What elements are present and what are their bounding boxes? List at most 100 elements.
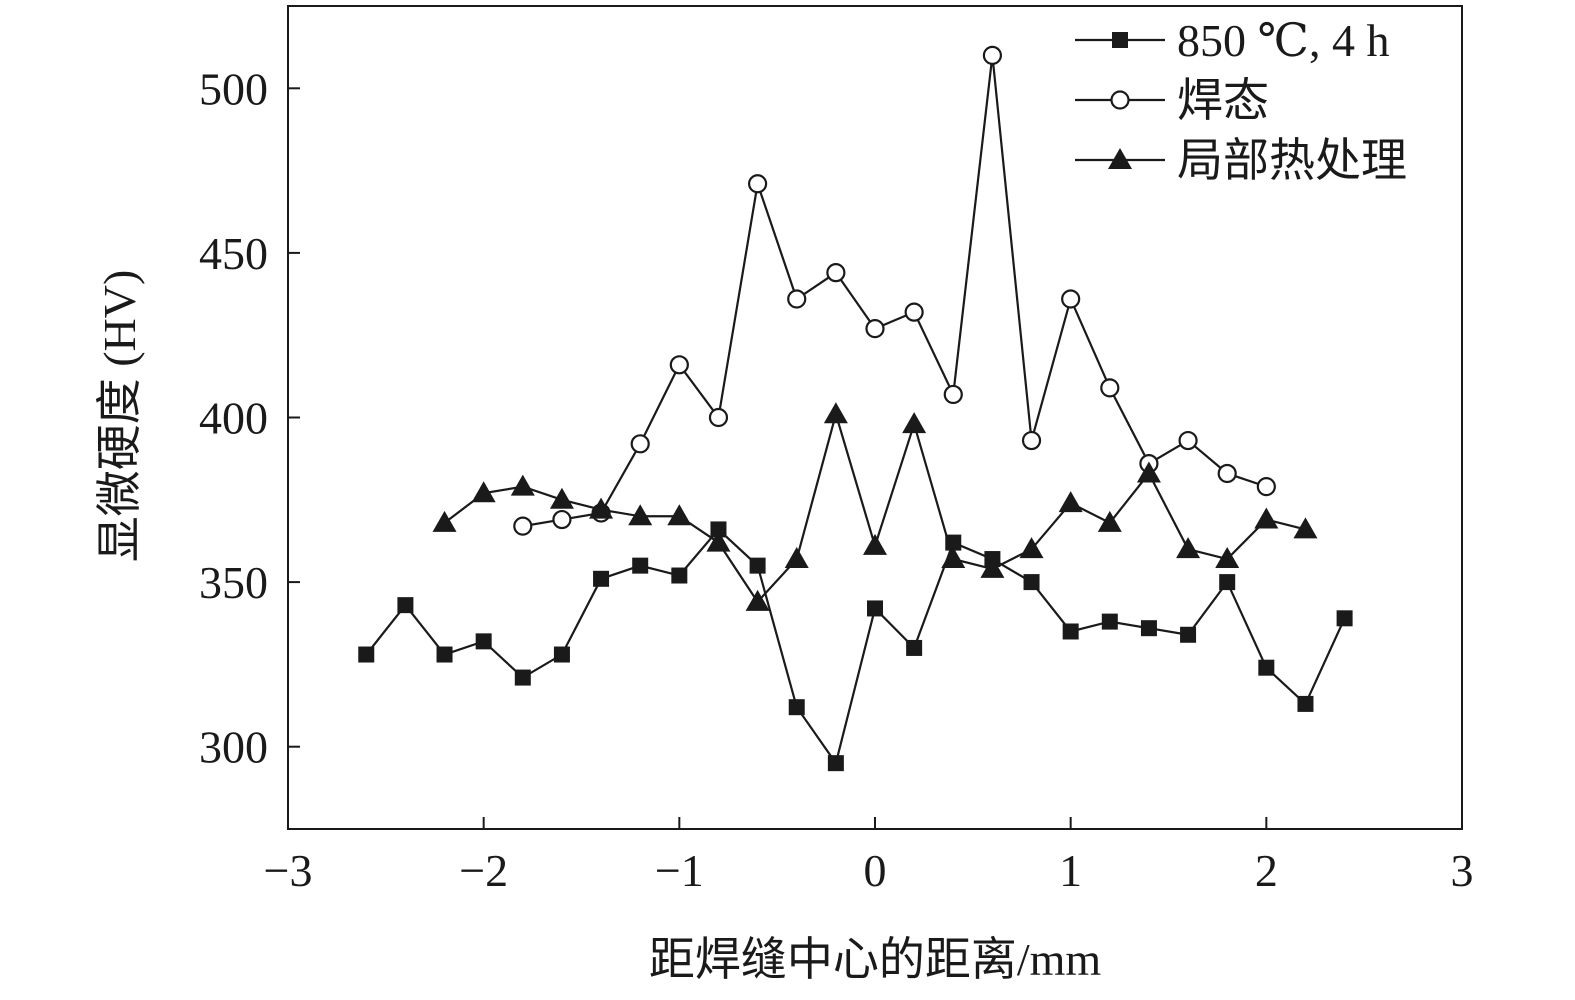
data-point-square (788, 699, 805, 716)
series-line (443, 410, 1306, 604)
data-point-triangle (1058, 491, 1083, 513)
data-point-circle (708, 407, 729, 428)
series-2 (432, 402, 1318, 611)
data-point-triangle (980, 556, 1005, 578)
data-point-square (710, 521, 727, 538)
data-point-circle (1178, 430, 1198, 451)
data-point-circle (982, 45, 1003, 65)
data-point-square (671, 567, 688, 584)
x-tick-label: 0 (864, 845, 887, 896)
data-point-circle (1100, 378, 1120, 398)
x-tick-label: 2 (1255, 845, 1278, 896)
data-point-square (553, 646, 570, 663)
data-point-triangle (667, 504, 692, 526)
data-point-square (1140, 620, 1157, 637)
data-point-square (593, 570, 610, 587)
data-point-square (475, 633, 492, 650)
data-point-square (1112, 32, 1128, 48)
data-point-square (358, 646, 375, 663)
plot-frame (287, 5, 1463, 830)
data-point-square (1180, 626, 1197, 643)
data-point-circle (865, 319, 885, 339)
data-point-square (436, 646, 453, 663)
y-tick-label: 450 (199, 228, 268, 279)
data-point-triangle (549, 487, 574, 509)
data-point-square (1336, 610, 1353, 627)
data-point-triangle (1136, 461, 1161, 483)
y-tick-label: 400 (199, 393, 268, 444)
data-point-square (1062, 623, 1079, 640)
series-0 (358, 521, 1353, 772)
y-axis: 300 350 400 450 500 (199, 63, 300, 773)
data-point-circle (1061, 289, 1081, 309)
y-tick-label: 500 (199, 63, 268, 114)
data-point-triangle (1254, 507, 1279, 529)
legend-label: 局部热处理 (1177, 135, 1407, 186)
plot-area (287, 5, 1463, 830)
data-point-circle (747, 174, 768, 194)
data-point-circle (630, 434, 650, 454)
data-point-square (867, 600, 883, 617)
legend-entry: 焊态 (1075, 75, 1269, 126)
data-point-circle (787, 289, 807, 309)
data-point-triangle (432, 510, 457, 532)
data-point-triangle (1097, 510, 1122, 532)
data-point-triangle (706, 530, 731, 552)
legend-entry: 局部热处理 (1075, 135, 1407, 186)
data-point-triangle (745, 589, 770, 611)
data-point-triangle (1293, 517, 1318, 539)
x-tick-label: −3 (264, 845, 313, 896)
series-1 (513, 45, 1276, 536)
data-point-triangle (628, 504, 653, 526)
data-point-circle (826, 263, 846, 283)
y-axis-title: 显微硬度 (HV) (94, 270, 145, 563)
data-point-triangle (1108, 148, 1132, 169)
data-point-circle (1110, 90, 1130, 110)
data-point-triangle (823, 402, 848, 424)
data-point-triangle (1176, 537, 1201, 559)
data-point-square (397, 597, 414, 614)
x-axis: −3 −2 −1 0 1 2 3 (264, 817, 1474, 896)
data-point-triangle (471, 481, 496, 503)
data-point-square (632, 557, 649, 574)
data-point-triangle (784, 547, 809, 569)
x-tick-label: 1 (1059, 845, 1082, 896)
data-point-square (749, 557, 766, 574)
x-tick-label: −1 (655, 845, 704, 896)
data-point-square (514, 669, 531, 686)
y-tick-label: 350 (199, 557, 268, 608)
data-point-circle (552, 509, 572, 530)
legend-entry: 850 ℃, 4 h (1075, 15, 1389, 66)
data-point-circle (904, 302, 924, 322)
data-point-square (1023, 574, 1040, 591)
x-axis-title: 距焊缝中心的距离/mm (649, 934, 1102, 985)
data-point-triangle (1215, 547, 1240, 569)
data-point-triangle (510, 474, 535, 496)
data-point-square (1297, 695, 1314, 712)
data-point-circle (1217, 463, 1237, 484)
data-point-triangle (941, 547, 966, 569)
data-point-triangle (902, 412, 927, 434)
data-point-triangle (863, 533, 887, 555)
data-point-circle (513, 516, 533, 536)
series-line (522, 55, 1267, 528)
data-point-triangle (589, 497, 614, 519)
data-point-circle (1021, 430, 1042, 451)
data-point-circle (943, 384, 963, 405)
data-point-square (1219, 574, 1236, 591)
data-point-square (1258, 659, 1275, 676)
data-point-triangle (1019, 537, 1044, 559)
data-point-square (1101, 613, 1118, 630)
data-point-square (827, 755, 844, 772)
series-line (365, 527, 1346, 766)
data-point-circle (669, 355, 689, 375)
series-layer (358, 45, 1353, 772)
legend-label: 850 ℃, 4 h (1177, 15, 1389, 66)
x-tick-label: −2 (459, 845, 508, 896)
legend-label: 焊态 (1177, 75, 1269, 126)
data-point-square (906, 639, 923, 656)
data-point-circle (1256, 477, 1276, 497)
x-tick-label: 3 (1451, 845, 1474, 896)
